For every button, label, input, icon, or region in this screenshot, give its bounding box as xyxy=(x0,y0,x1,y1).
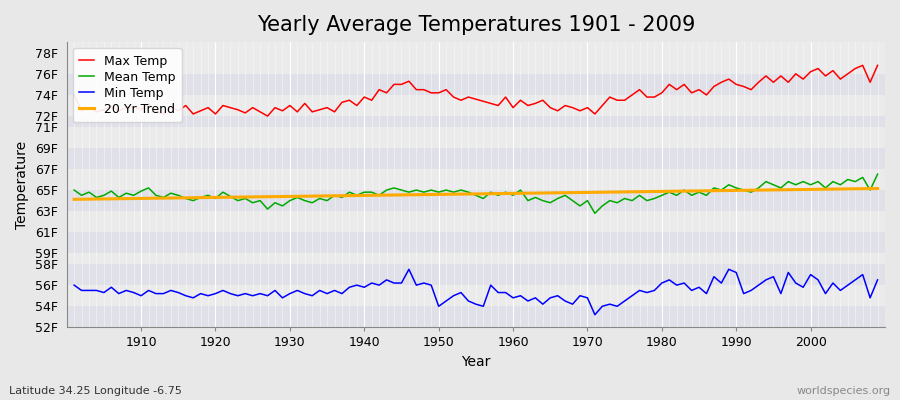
Bar xyxy=(67,95,885,116)
Min Temp xyxy=(508,296,518,300)
Max Temp xyxy=(872,63,883,68)
Mean Temp xyxy=(500,190,511,194)
Text: worldspecies.org: worldspecies.org xyxy=(796,386,891,396)
Min Temp xyxy=(292,288,302,293)
Min Temp xyxy=(872,278,883,282)
Mean Temp xyxy=(292,195,302,200)
Max Temp xyxy=(300,101,310,106)
Min Temp xyxy=(403,267,414,272)
Max Temp xyxy=(262,114,273,118)
Bar xyxy=(67,190,885,211)
Mean Temp xyxy=(872,172,883,176)
20 Yr Trend xyxy=(337,193,347,198)
Mean Temp xyxy=(590,211,600,216)
Mean Temp xyxy=(337,195,347,200)
Mean Temp xyxy=(508,193,518,198)
Bar xyxy=(67,264,885,285)
Min Temp xyxy=(515,293,526,298)
Min Temp xyxy=(337,291,347,296)
Max Temp xyxy=(605,95,616,100)
Max Temp xyxy=(508,105,518,110)
Mean Temp xyxy=(68,188,79,192)
Bar xyxy=(67,306,885,328)
Min Temp xyxy=(612,304,623,309)
Bar xyxy=(67,169,885,190)
Title: Yearly Average Temperatures 1901 - 2009: Yearly Average Temperatures 1901 - 2009 xyxy=(256,15,695,35)
Min Temp xyxy=(590,312,600,317)
Min Temp xyxy=(68,283,79,288)
20 Yr Trend xyxy=(68,197,79,202)
Y-axis label: Temperature: Temperature xyxy=(15,141,29,229)
Line: 20 Yr Trend: 20 Yr Trend xyxy=(74,188,878,199)
Text: Latitude 34.25 Longitude -6.75: Latitude 34.25 Longitude -6.75 xyxy=(9,386,182,396)
Bar xyxy=(67,116,885,127)
Bar xyxy=(67,127,885,148)
Bar xyxy=(67,285,885,306)
Bar xyxy=(67,53,885,74)
Bar xyxy=(67,74,885,95)
20 Yr Trend xyxy=(500,191,511,196)
20 Yr Trend xyxy=(872,186,883,191)
20 Yr Trend xyxy=(508,191,518,196)
Bar xyxy=(67,232,885,254)
Bar xyxy=(67,254,885,264)
Legend: Max Temp, Mean Temp, Min Temp, 20 Yr Trend: Max Temp, Mean Temp, Min Temp, 20 Yr Tre… xyxy=(73,48,182,122)
20 Yr Trend xyxy=(129,196,140,201)
Max Temp xyxy=(858,63,868,68)
Max Temp xyxy=(129,104,140,109)
20 Yr Trend xyxy=(292,194,302,199)
Bar xyxy=(67,42,885,53)
X-axis label: Year: Year xyxy=(461,355,491,369)
Bar xyxy=(67,211,885,232)
Min Temp xyxy=(129,290,140,295)
Mean Temp xyxy=(129,193,140,198)
20 Yr Trend xyxy=(597,190,608,195)
Bar xyxy=(67,148,885,169)
Max Temp xyxy=(68,92,79,97)
Line: Mean Temp: Mean Temp xyxy=(74,174,878,213)
Line: Max Temp: Max Temp xyxy=(74,65,878,116)
Max Temp xyxy=(515,98,526,103)
Mean Temp xyxy=(605,198,616,203)
Max Temp xyxy=(344,98,355,103)
Line: Min Temp: Min Temp xyxy=(74,269,878,315)
